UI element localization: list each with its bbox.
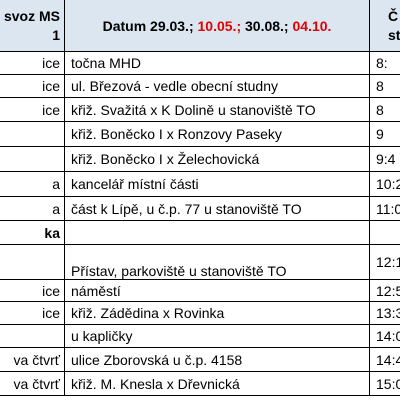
cell: 8: <box>370 52 400 75</box>
cell <box>0 245 65 280</box>
cell: náměstí <box>65 280 370 302</box>
cell-text: ice <box>42 101 60 118</box>
cell: část k Lípě, u č.p. 77 u stanoviště TO <box>65 197 370 221</box>
header-text: sta <box>388 26 400 43</box>
cell: křiž. Svažitá x K Dolině u stanoviště TO <box>65 98 370 122</box>
cell: křiž. M. Knesla x Dřevnická <box>65 372 370 396</box>
cell: 14:4 <box>370 348 400 372</box>
cell: 9:4 <box>370 147 400 172</box>
cell-text: 13:3 <box>376 305 400 321</box>
cell-text: křiž. Svažitá x K Dolině u stanoviště TO <box>71 101 316 118</box>
cell-text: náměstí <box>71 282 121 299</box>
cell-text: točna MHD <box>71 55 142 71</box>
cell-text: křiž. Boněcko I x Želechovická <box>71 151 260 167</box>
cell-text: ul. Březová - vedle obecní studny <box>71 78 279 94</box>
cell: ulice Zborovská u č.p. 4158 <box>65 348 370 372</box>
date-part: 30.08.; <box>241 17 293 34</box>
cell-text: 8: <box>376 55 388 71</box>
cell: křiž. Boněcko I x Želechovická <box>65 147 370 172</box>
header-text: 1 <box>52 26 60 43</box>
cell-text: a <box>52 200 60 217</box>
cell: 8 <box>370 75 400 98</box>
cell-text: ka <box>44 224 60 241</box>
cell <box>370 221 400 245</box>
cell <box>65 221 370 245</box>
cell: 14:0 <box>370 325 400 348</box>
cell: ice <box>0 75 65 98</box>
cell-text: va čtvrť <box>13 351 60 368</box>
cell-text: 9 <box>376 126 384 142</box>
cell-text: ice <box>42 55 60 71</box>
cell-text: ice <box>42 78 60 94</box>
header-left: svoz MS 1 <box>0 0 65 52</box>
cell: Přístav, parkoviště u stanoviště TO <box>65 245 370 280</box>
cell: točna MHD <box>65 52 370 75</box>
cell <box>0 147 65 172</box>
cell-text: kancelář místní části <box>71 176 199 192</box>
date-part: 04.10. <box>292 17 332 34</box>
cell: va čtvrť <box>0 348 65 372</box>
cell-text: Přístav, parkoviště u stanoviště TO <box>71 263 287 279</box>
cell: křiž. Zádědina x Rovinka <box>65 302 370 325</box>
cell-text: u kapličky <box>71 328 133 344</box>
cell: u kapličky <box>65 325 370 348</box>
cell-text: křiž. M. Knesla x Dřevnická <box>71 375 240 392</box>
cell: křiž. Boněcko I x Ronzovy Paseky <box>65 122 370 147</box>
cell-text: 10:2 <box>376 176 400 192</box>
cell: ka <box>0 221 65 245</box>
cell: 8 <box>370 98 400 122</box>
cell: a <box>0 172 65 197</box>
cell-text: 12:1 <box>376 254 400 270</box>
cell: a <box>0 197 65 221</box>
cell-text: 9:4 <box>376 151 396 167</box>
cell <box>0 122 65 147</box>
cell-text: 12:5 <box>376 282 400 299</box>
cell-text: 14:0 <box>376 328 400 344</box>
header-text: svoz MS <box>3 7 60 24</box>
cell: 11:0 <box>370 197 400 221</box>
cell: 12:1 <box>370 245 400 280</box>
cell-text: 15:0 <box>376 375 400 392</box>
cell-text: 11:0 <box>376 200 400 217</box>
cell: ice <box>0 280 65 302</box>
cell: 9 <box>370 122 400 147</box>
cell: ice <box>0 52 65 75</box>
cell: ice <box>0 98 65 122</box>
cell: 10:2 <box>370 172 400 197</box>
date-part: 10.05.; <box>197 17 242 34</box>
date-part: Datum 29.03.; <box>102 17 198 34</box>
cell-text: křiž. Zádědina x Rovinka <box>71 305 225 321</box>
header-date: Datum 29.03.; 10.05.; 30.08.; 04.10. <box>65 0 370 52</box>
cell-text: ice <box>42 305 60 321</box>
cell: ul. Březová - vedle obecní studny <box>65 75 370 98</box>
cell: ice <box>0 302 65 325</box>
cell: 12:5 <box>370 280 400 302</box>
cell-text: 8 <box>376 101 384 118</box>
header-right: Čsta <box>370 0 400 52</box>
cell-text: část k Lípě, u č.p. 77 u stanoviště TO <box>71 200 302 217</box>
cell-text: va čtvrť <box>13 375 60 392</box>
cell: 15:0 <box>370 372 400 396</box>
cell: va čtvrť <box>0 372 65 396</box>
cell-text: 14:4 <box>376 351 400 368</box>
cell: kancelář místní části <box>65 172 370 197</box>
cell-text: ulice Zborovská u č.p. 4158 <box>71 351 243 368</box>
cell-text: a <box>52 176 60 192</box>
cell-text: křiž. Boněcko I x Ronzovy Paseky <box>71 126 282 142</box>
cell-text: 8 <box>376 78 384 94</box>
cell-text: ice <box>42 282 60 299</box>
cell: 13:3 <box>370 302 400 325</box>
cell <box>0 325 65 348</box>
header-text: Č <box>388 7 399 24</box>
